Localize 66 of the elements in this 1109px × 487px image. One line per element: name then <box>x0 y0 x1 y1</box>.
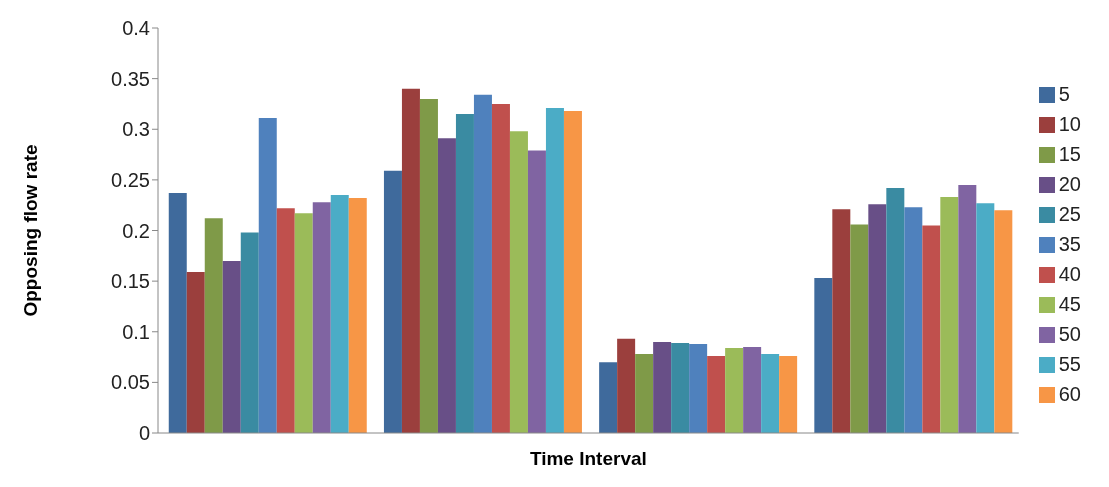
bar <box>994 210 1013 433</box>
legend-label: 40 <box>1058 262 1081 285</box>
bar <box>653 341 672 433</box>
bar <box>330 195 349 433</box>
y-tick-label: 0.35 <box>111 67 150 90</box>
bar <box>437 138 456 433</box>
bar <box>922 225 941 433</box>
y-tick-label: 0.1 <box>122 320 150 343</box>
bar <box>473 94 492 433</box>
bar <box>779 356 798 433</box>
bar <box>563 111 582 433</box>
legend-label: 20 <box>1058 172 1081 195</box>
legend-label: 45 <box>1058 292 1081 315</box>
bar <box>509 131 528 433</box>
bar <box>599 362 618 433</box>
bar <box>635 354 654 433</box>
bar <box>222 260 241 433</box>
bar <box>383 170 402 433</box>
bar <box>868 204 887 433</box>
bar <box>491 103 510 433</box>
y-tick-label: 0.25 <box>111 168 150 191</box>
legend-label: 35 <box>1058 232 1081 255</box>
y-tick-label: 0.3 <box>122 118 150 141</box>
legend-label: 60 <box>1058 382 1081 405</box>
bar <box>258 118 277 433</box>
bar <box>940 197 959 433</box>
legend-label: 10 <box>1058 112 1081 135</box>
y-tick-label: 0.05 <box>111 371 150 394</box>
bar <box>419 98 438 433</box>
legend-label: 55 <box>1058 352 1081 375</box>
bar <box>186 272 205 433</box>
bar <box>617 338 636 433</box>
y-tick-label: 0 <box>138 422 150 445</box>
bar <box>168 193 187 433</box>
bar <box>348 198 367 433</box>
y-tick-label: 0.4 <box>122 17 150 40</box>
x-axis-title: Time Interval <box>529 448 647 469</box>
bar <box>886 187 905 433</box>
bar <box>671 342 690 433</box>
legend-label: 15 <box>1058 142 1081 165</box>
bar <box>761 354 780 433</box>
bar <box>707 356 726 433</box>
bar <box>725 347 744 433</box>
bar <box>527 150 546 433</box>
bar <box>312 202 331 433</box>
bar <box>294 213 313 433</box>
y-axis-title: Opposing flow rate <box>19 144 41 317</box>
bar <box>976 203 995 433</box>
bar <box>545 107 564 433</box>
bar <box>958 184 977 433</box>
bar <box>455 114 474 433</box>
legend-label: 50 <box>1058 322 1081 345</box>
bar <box>743 346 762 433</box>
bar <box>814 278 833 433</box>
y-tick-label: 0.2 <box>122 219 150 242</box>
y-tick-label: 0.15 <box>111 270 150 293</box>
legend-label: 25 <box>1058 202 1081 225</box>
bar <box>904 207 923 433</box>
bar <box>689 343 708 433</box>
bar <box>240 232 259 433</box>
bar <box>276 208 295 433</box>
legend-label: 5 <box>1058 82 1070 105</box>
bar <box>204 218 223 433</box>
bar <box>401 88 420 433</box>
bar <box>832 209 851 433</box>
bar <box>850 224 869 433</box>
